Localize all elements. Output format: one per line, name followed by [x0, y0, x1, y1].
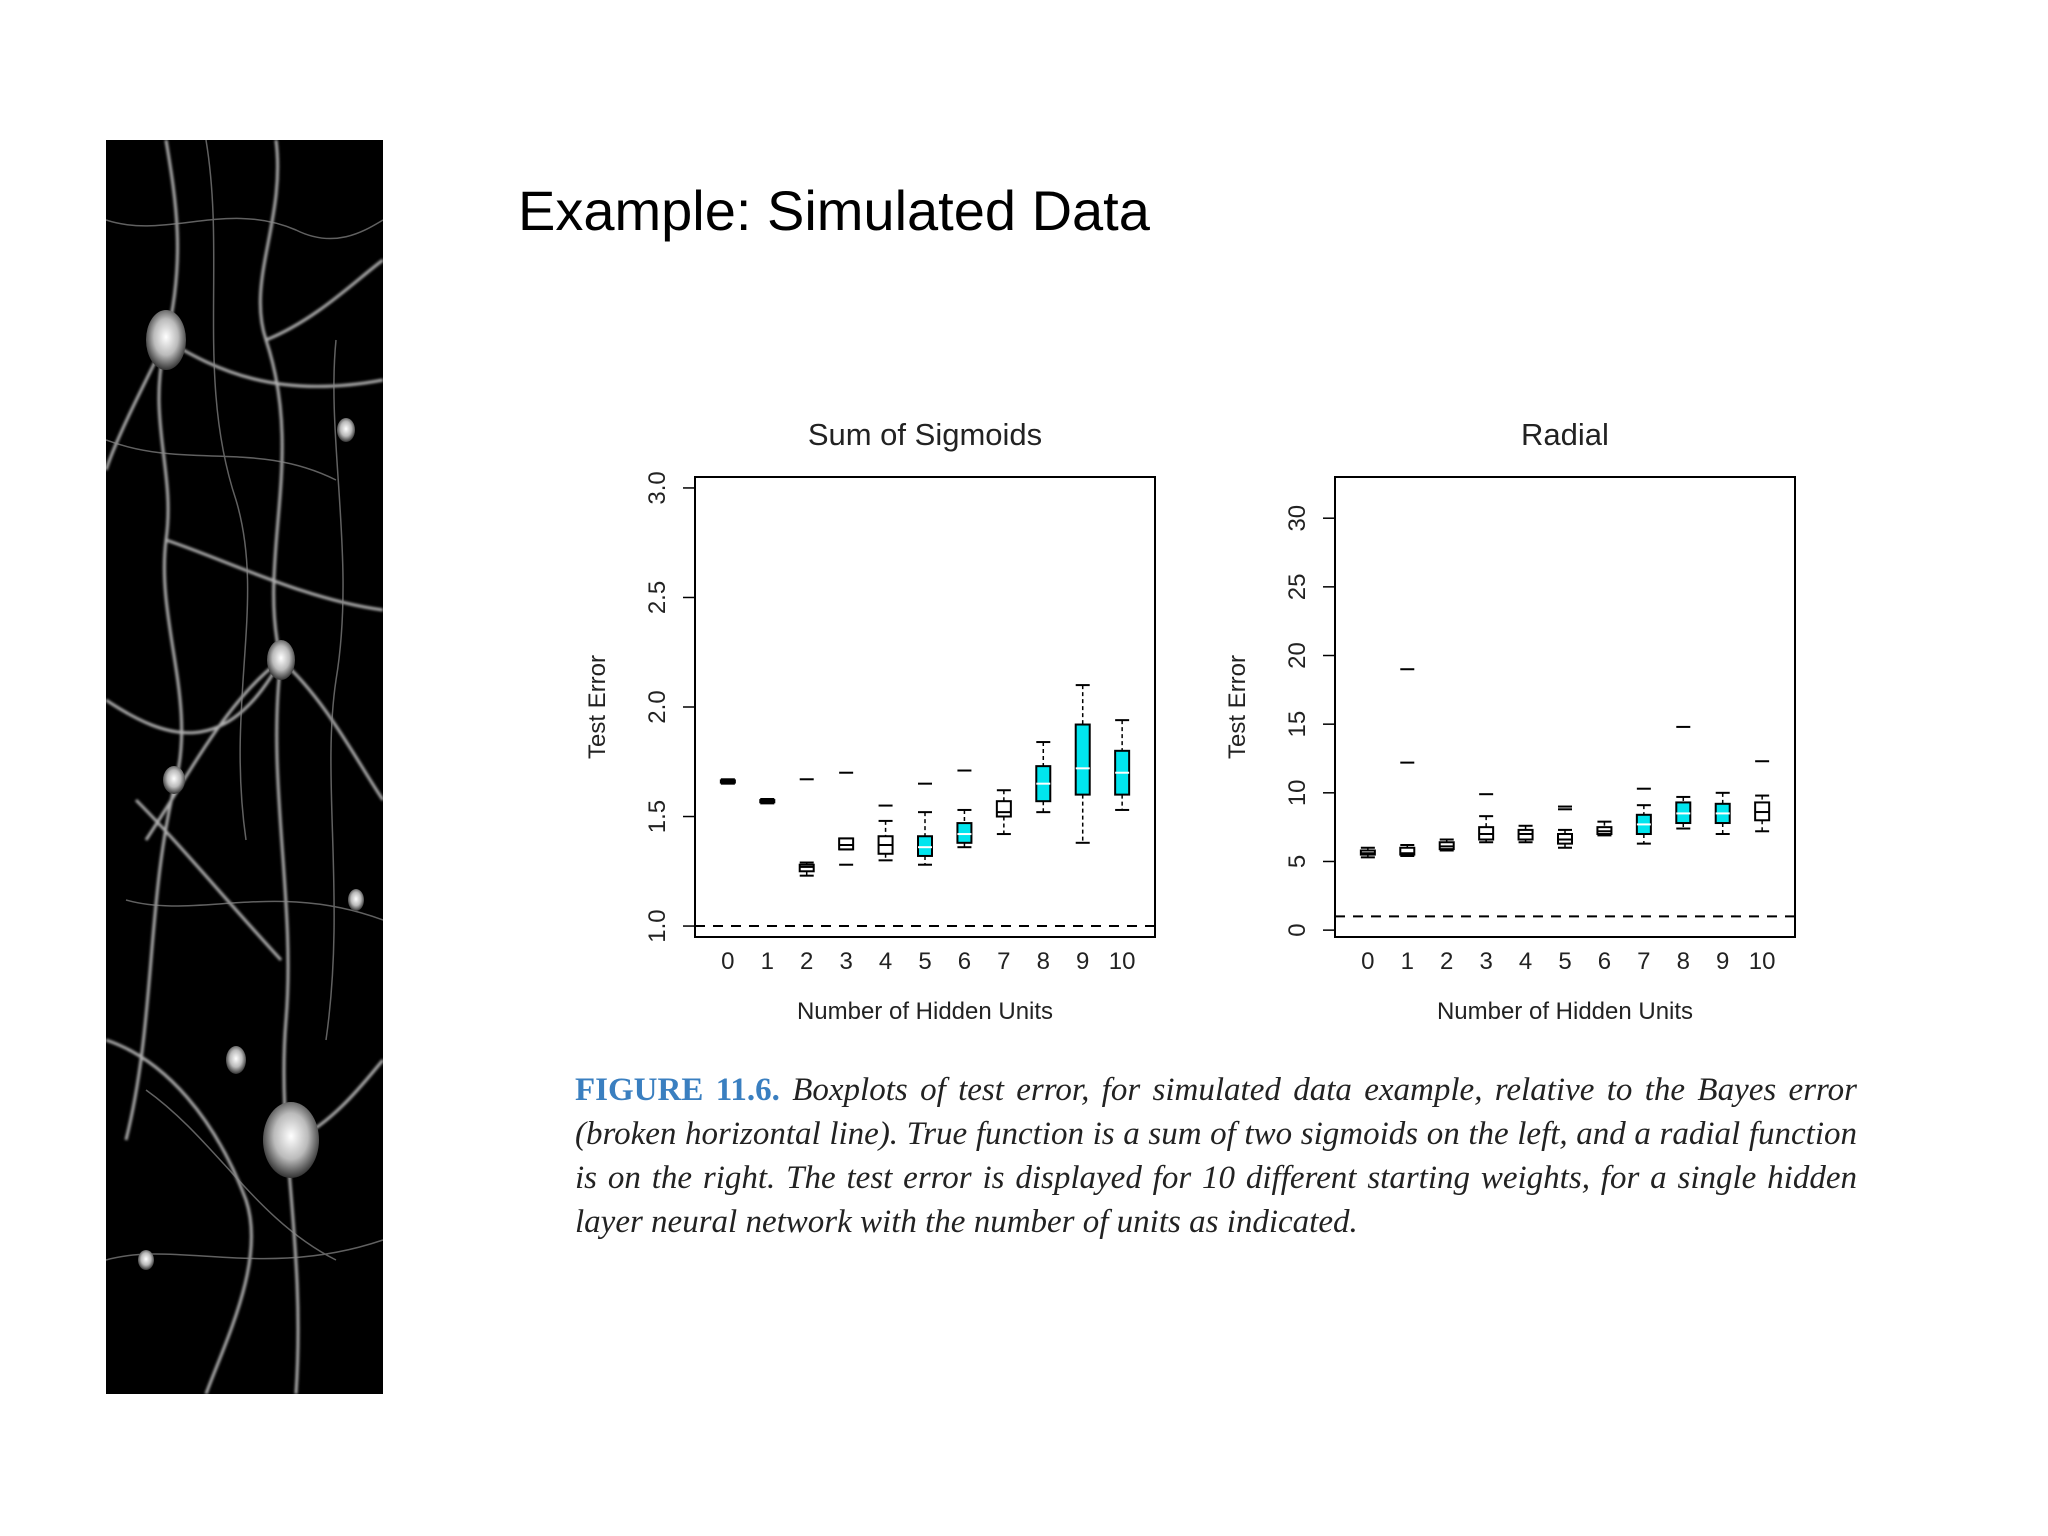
figure-boxplots: Sum of Sigmoids 1.0 1.5 2.0 2.5 3.0 Test Error… [560, 395, 1820, 1055]
chart-title: Radial [1521, 417, 1609, 452]
box-5 [1557, 805, 1573, 849]
y-axis-label: Test Error [584, 655, 611, 759]
plot-frame [1334, 476, 1796, 938]
y-tick-label: 25 [1284, 573, 1311, 600]
box-iqr [995, 800, 1012, 818]
x-tick-label: 7 [1637, 948, 1650, 975]
x-tick-label: 1 [1401, 948, 1414, 975]
box-9 [1714, 791, 1731, 836]
x-tick-label: 10 [1749, 948, 1776, 975]
x-tick-label: 0 [1361, 948, 1374, 975]
box-7 [995, 789, 1012, 836]
box-10 [1754, 760, 1771, 833]
x-tick-label: 2 [800, 948, 813, 975]
x-tick-label: 7 [997, 948, 1010, 975]
box-2 [798, 778, 815, 877]
box-0 [719, 778, 736, 785]
y-tick-label: 1.0 [644, 909, 671, 942]
box-8 [1035, 741, 1052, 814]
box-9 [1074, 684, 1091, 844]
box-1 [1399, 668, 1416, 857]
x-tick-label: 2 [1440, 948, 1453, 975]
box-0 [1359, 846, 1376, 859]
y-axis-label: Test Error [1224, 655, 1251, 759]
y-tick-label: 15 [1284, 711, 1311, 738]
x-tick-label: 3 [839, 948, 852, 975]
y-tick-label: 30 [1284, 505, 1311, 532]
box-2 [1438, 838, 1455, 852]
slide-title: Example: Simulated Data [518, 179, 1150, 242]
x-tick-label: 5 [918, 948, 931, 975]
x-axis-label: Number of Hidden Units [797, 998, 1053, 1025]
x-tick-label: 9 [1716, 948, 1729, 975]
figure-label: FIGURE 11.6. [575, 1072, 780, 1108]
y-tick-label: 2.5 [644, 581, 671, 614]
y-tick-label: 10 [1284, 779, 1311, 806]
box-6 [1596, 820, 1613, 837]
y-tick-label: 3.0 [644, 471, 671, 504]
y-tick-label: 1.5 [644, 800, 671, 833]
box-iqr [956, 822, 973, 844]
box-iqr [1399, 846, 1416, 856]
x-tick-label: 3 [1479, 948, 1492, 975]
panel-sum-of-sigmoids: Sum of Sigmoids 1.0 1.5 2.0 2.5 3.0 Test Error… [584, 417, 1156, 1025]
box-iqr [798, 863, 815, 873]
box-iqr [838, 837, 855, 851]
neuron-network-drawing [106, 140, 383, 1394]
box-10 [1114, 719, 1131, 811]
x-tick-label: 6 [1598, 948, 1611, 975]
box-3 [1478, 793, 1495, 844]
x-tick-label: 5 [1558, 948, 1571, 975]
box-4 [1517, 824, 1534, 844]
box-6 [956, 769, 973, 849]
x-tick-label: 4 [879, 948, 892, 975]
boxplot-figure: Sum of Sigmoids 1.0 1.5 2.0 2.5 3.0 Test Error… [584, 417, 1796, 1025]
y-tick-label: 2.0 [644, 690, 671, 723]
x-tick-label: 8 [1677, 948, 1690, 975]
box-iqr [1074, 723, 1091, 796]
x-tick-label: 0 [721, 948, 734, 975]
y-tick-label: 0 [1284, 923, 1311, 936]
box-5 [917, 782, 933, 866]
x-tick-label: 9 [1076, 948, 1089, 975]
figure-caption: FIGURE 11.6. Boxplots of test error, for… [575, 1068, 1857, 1244]
box-3 [838, 771, 855, 866]
x-tick-label: 4 [1519, 948, 1532, 975]
x-tick-label: 1 [761, 948, 774, 975]
x-tick-label: 8 [1037, 948, 1050, 975]
y-tick-label: 20 [1284, 642, 1311, 669]
x-axis-label: Number of Hidden Units [1437, 998, 1693, 1025]
x-tick-label: 10 [1109, 948, 1136, 975]
box-1 [759, 798, 776, 805]
box-iqr [917, 835, 933, 857]
box-8 [1675, 725, 1692, 830]
plot-frame [694, 476, 1156, 938]
neuron-network-image [106, 140, 383, 1394]
figure-caption-text: Boxplots of test error, for simulated da… [575, 1072, 1858, 1240]
chart-title: Sum of Sigmoids [808, 417, 1042, 452]
box-7 [1635, 787, 1652, 845]
box-4 [877, 804, 894, 862]
x-tick-label: 6 [958, 948, 971, 975]
y-tick-label: 5 [1284, 855, 1311, 868]
